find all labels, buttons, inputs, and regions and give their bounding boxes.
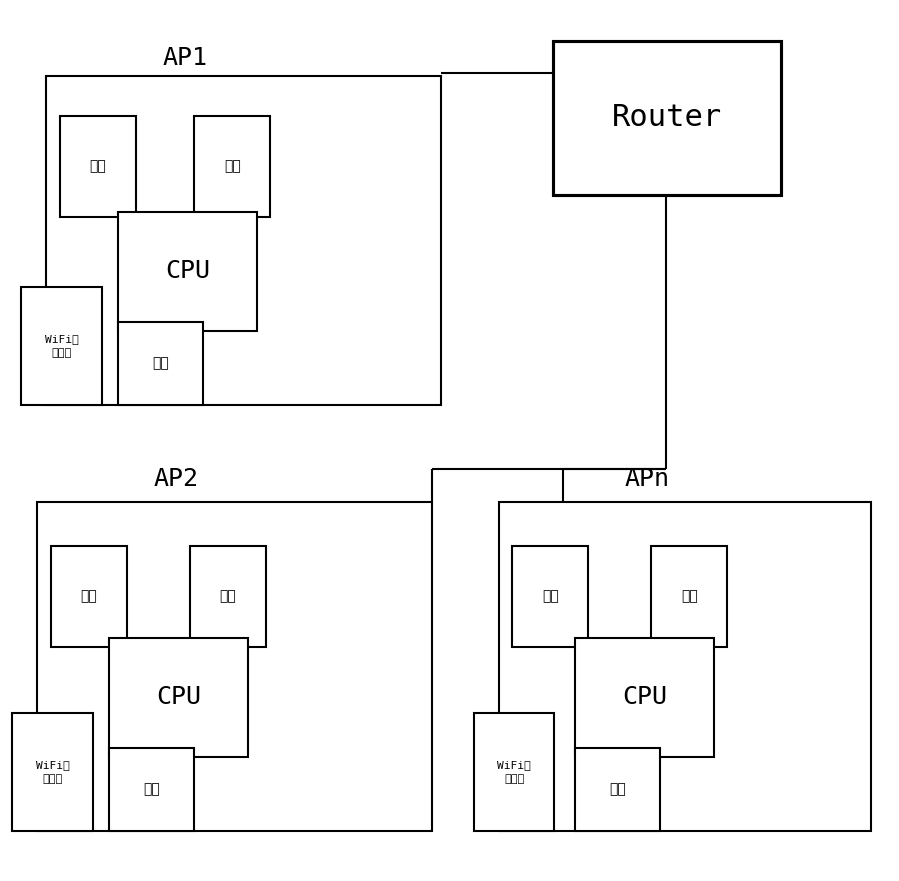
Text: 天线: 天线 (143, 782, 160, 796)
Bar (190, 546, 266, 647)
Bar (553, 41, 781, 195)
Text: CPU: CPU (156, 685, 200, 709)
Text: APn: APn (624, 468, 669, 492)
Bar (194, 115, 271, 217)
Text: AP1: AP1 (163, 46, 208, 70)
Text: 天线: 天线 (610, 782, 626, 796)
Bar (109, 638, 248, 757)
Bar (59, 115, 136, 217)
Text: CPU: CPU (622, 685, 667, 709)
Bar (109, 748, 194, 832)
Bar (37, 502, 432, 832)
Bar (575, 748, 660, 832)
Text: WiFi检
测模块: WiFi检 测模块 (36, 760, 69, 783)
Text: 电源: 电源 (219, 589, 236, 603)
Text: 网口: 网口 (542, 589, 558, 603)
Bar (118, 212, 257, 330)
Bar (118, 322, 203, 405)
Text: 网口: 网口 (89, 159, 106, 173)
Bar (512, 546, 589, 647)
Text: AP2: AP2 (154, 468, 199, 492)
Bar (50, 546, 127, 647)
Bar (21, 287, 102, 405)
Bar (13, 713, 93, 832)
Bar (651, 546, 727, 647)
Bar (499, 502, 871, 832)
Text: 天线: 天线 (152, 357, 169, 371)
Text: 网口: 网口 (80, 589, 97, 603)
Text: Router: Router (611, 103, 722, 132)
Text: WiFi检
测模块: WiFi检 测模块 (45, 335, 78, 358)
Text: WiFi检
测模块: WiFi检 测模块 (497, 760, 531, 783)
Text: 电源: 电源 (224, 159, 241, 173)
Text: 电源: 电源 (681, 589, 698, 603)
Bar (474, 713, 555, 832)
Bar (575, 638, 714, 757)
Bar (46, 76, 441, 405)
Text: CPU: CPU (165, 259, 209, 284)
